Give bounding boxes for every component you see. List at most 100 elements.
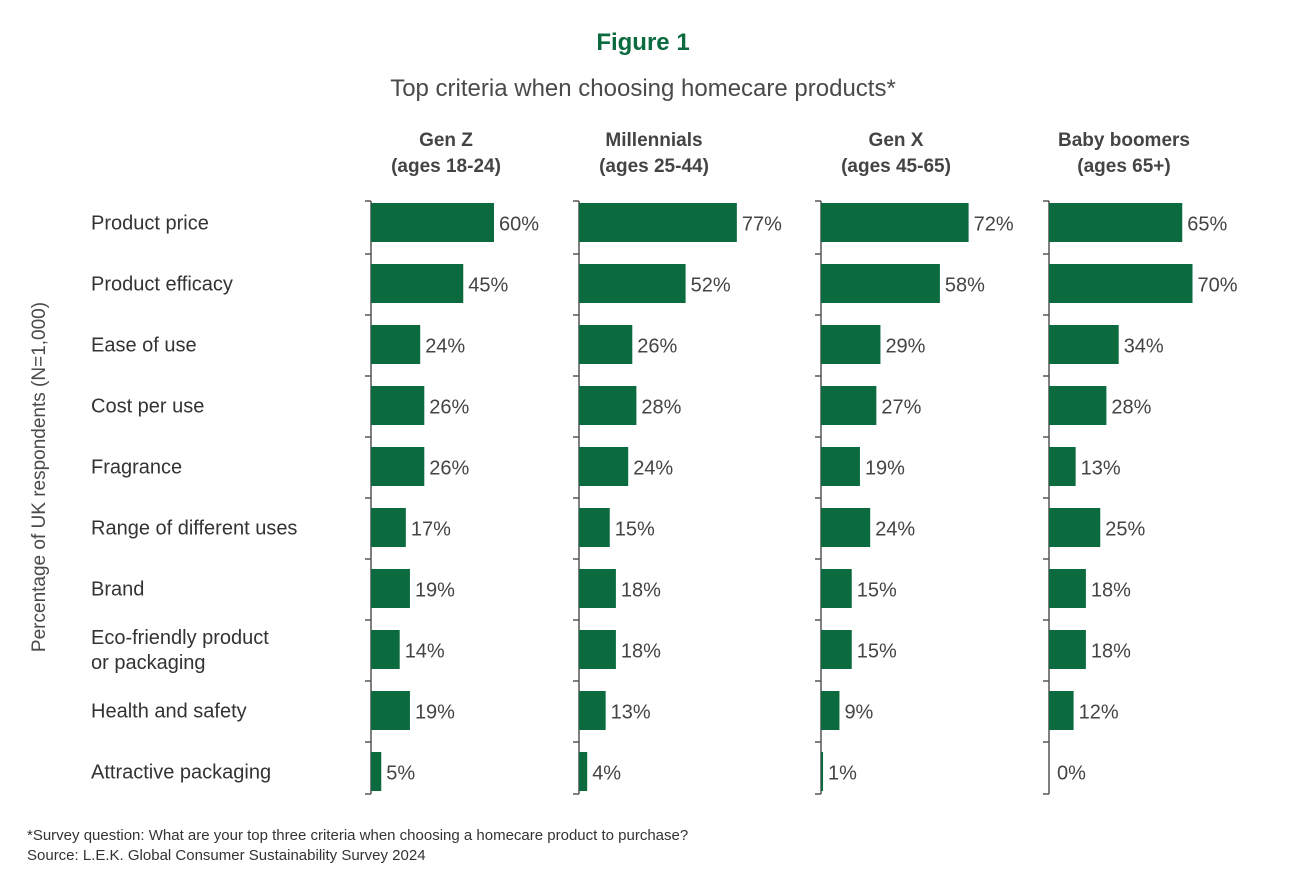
category-label-line: Fragrance bbox=[91, 457, 182, 479]
bar bbox=[579, 264, 686, 303]
series-name: Gen X bbox=[869, 130, 924, 151]
bar bbox=[579, 447, 629, 486]
figure-label: Figure 1 bbox=[596, 29, 689, 56]
data-label: 9% bbox=[844, 702, 873, 724]
category-label-line: Brand bbox=[91, 579, 144, 601]
data-label: 13% bbox=[611, 702, 651, 724]
series-subtitle: (ages 45-65) bbox=[841, 156, 951, 177]
footnote-question: *Survey question: What are your top thre… bbox=[27, 827, 688, 844]
data-label: 19% bbox=[415, 702, 455, 724]
bar bbox=[1049, 386, 1107, 425]
bar bbox=[579, 325, 633, 364]
data-label: 34% bbox=[1124, 336, 1164, 358]
bar bbox=[371, 264, 464, 303]
data-label: 25% bbox=[1105, 519, 1145, 541]
series-name: Gen Z bbox=[419, 130, 473, 151]
panels: Gen Z (ages 18-24) 60% 45% 24% 26% 26% 17% 19% 14… bbox=[365, 130, 1238, 795]
bar bbox=[371, 203, 494, 242]
data-label: 65% bbox=[1187, 214, 1227, 236]
data-label: 18% bbox=[621, 641, 661, 663]
panel-gen-z: Gen Z (ages 18-24) 60% 45% 24% 26% 26% 17% 19% 14… bbox=[365, 130, 539, 795]
category-label: Product price bbox=[91, 213, 209, 235]
data-label: 24% bbox=[875, 519, 915, 541]
data-label: 5% bbox=[386, 763, 415, 785]
bar bbox=[1049, 264, 1193, 303]
bar bbox=[821, 447, 860, 486]
category-label-line: Product price bbox=[91, 213, 209, 235]
category-label: Attractive packaging bbox=[91, 762, 271, 784]
category-label: Product efficacy bbox=[91, 274, 233, 296]
category-label-line: Ease of use bbox=[91, 335, 197, 357]
data-label: 19% bbox=[415, 580, 455, 602]
bar bbox=[371, 569, 410, 608]
data-label: 18% bbox=[1091, 641, 1131, 663]
series-subtitle: (ages 18-24) bbox=[391, 156, 501, 177]
bar bbox=[579, 691, 606, 730]
bar bbox=[579, 508, 610, 547]
category-label-line: Cost per use bbox=[91, 396, 204, 418]
bar bbox=[579, 203, 737, 242]
panel-gen-x: Gen X (ages 45-65) 72% 58% 29% 27% 19% 24% 15% 15… bbox=[815, 130, 1014, 795]
data-label: 28% bbox=[641, 397, 681, 419]
data-label: 15% bbox=[615, 519, 655, 541]
panel-baby-boomers: Baby boomers (ages 65+) 65% 70% 34% 28% 13% 25%… bbox=[1043, 130, 1238, 795]
category-label: Range of different uses bbox=[91, 518, 297, 540]
bar bbox=[821, 630, 852, 669]
bar bbox=[1049, 630, 1086, 669]
bar bbox=[821, 203, 969, 242]
data-label: 72% bbox=[974, 214, 1014, 236]
bar bbox=[1049, 569, 1086, 608]
data-label: 17% bbox=[411, 519, 451, 541]
data-label: 70% bbox=[1198, 275, 1238, 297]
data-label: 26% bbox=[637, 336, 677, 358]
category-labels: Product price Product efficacy Ease of use… bbox=[91, 213, 297, 784]
bar bbox=[371, 386, 425, 425]
category-label-line: Attractive packaging bbox=[91, 762, 271, 784]
data-label: 19% bbox=[865, 458, 905, 480]
category-label: Cost per use bbox=[91, 396, 204, 418]
data-label: 24% bbox=[425, 336, 465, 358]
category-label-line: or packaging bbox=[91, 652, 206, 674]
data-label: 0% bbox=[1057, 763, 1086, 785]
y-axis-label: Percentage of UK respondents (N=1,000) bbox=[29, 302, 50, 652]
series-name: Baby boomers bbox=[1058, 130, 1190, 151]
bar bbox=[579, 752, 588, 791]
data-label: 27% bbox=[881, 397, 921, 419]
data-label: 18% bbox=[621, 580, 661, 602]
category-label-line: Eco-friendly product bbox=[91, 627, 269, 649]
footnote-source: Source: L.E.K. Global Consumer Sustainab… bbox=[27, 847, 426, 864]
bar bbox=[1049, 691, 1074, 730]
bar bbox=[821, 386, 877, 425]
category-label-line: Range of different uses bbox=[91, 518, 297, 540]
bar bbox=[1049, 447, 1076, 486]
category-label: Eco-friendly product or packaging bbox=[91, 627, 269, 674]
data-label: 26% bbox=[429, 458, 469, 480]
bar bbox=[579, 630, 616, 669]
data-label: 77% bbox=[742, 214, 782, 236]
bar bbox=[371, 508, 406, 547]
bar bbox=[371, 630, 400, 669]
bar bbox=[821, 325, 881, 364]
bar bbox=[821, 691, 840, 730]
data-label: 14% bbox=[405, 641, 445, 663]
data-label: 18% bbox=[1091, 580, 1131, 602]
bar bbox=[821, 752, 824, 791]
data-label: 1% bbox=[828, 763, 857, 785]
data-label: 45% bbox=[468, 275, 508, 297]
series-name: Millennials bbox=[605, 130, 702, 151]
bar bbox=[1049, 203, 1183, 242]
category-label: Brand bbox=[91, 579, 144, 601]
bar bbox=[371, 752, 382, 791]
chart-title: Top criteria when choosing homecare prod… bbox=[390, 75, 896, 102]
bar bbox=[579, 386, 637, 425]
category-label-line: Health and safety bbox=[91, 701, 247, 723]
data-label: 58% bbox=[945, 275, 985, 297]
category-label: Fragrance bbox=[91, 457, 182, 479]
bar bbox=[1049, 325, 1119, 364]
category-label: Ease of use bbox=[91, 335, 197, 357]
category-label-line: Product efficacy bbox=[91, 274, 233, 296]
bar bbox=[371, 447, 425, 486]
data-label: 60% bbox=[499, 214, 539, 236]
bar bbox=[821, 264, 940, 303]
